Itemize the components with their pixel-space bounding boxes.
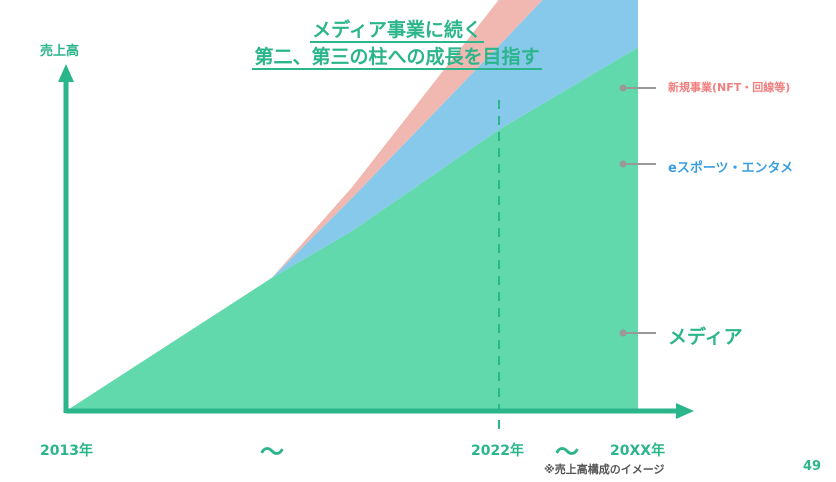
footnote: ※売上高構成のイメージ: [544, 463, 665, 476]
area-esports-entertainment: [66, 0, 638, 411]
page-number: 49: [803, 459, 822, 474]
x-tick-2013: 2013年: [40, 443, 93, 459]
y-axis-label: 売上高: [40, 44, 80, 59]
legend-media: メディア: [668, 326, 743, 348]
x-tick-tilde-1: 〜: [260, 438, 284, 466]
x-tick-tilde-2: 〜: [555, 438, 579, 466]
x-tick-2022: 2022年: [471, 443, 524, 459]
chart-title-line2: 第二、第三の柱への成長を目指す: [252, 46, 542, 70]
x-tick-20xx: 20XX年: [610, 443, 666, 459]
area-media: [66, 47, 638, 412]
x-axis-arrowhead: [676, 403, 694, 419]
legend-dot-new-business: [619, 84, 627, 92]
legend-new-business: 新規事業(NFT・回線等): [668, 81, 791, 94]
area-new-business: [66, 0, 543, 411]
chart-title-line1: メディア事業に続く: [310, 19, 484, 43]
legend-dot-esports-entertainment: [619, 160, 627, 168]
legend-dot-media: [619, 329, 627, 337]
legend-esports-entertainment: eスポーツ・エンタメ: [668, 161, 794, 176]
y-axis-arrowhead: [58, 64, 74, 82]
